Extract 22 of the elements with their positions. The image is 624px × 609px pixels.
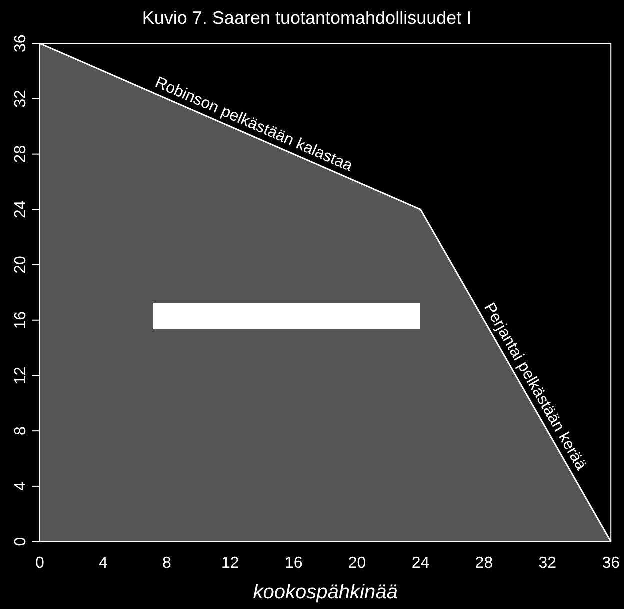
y-tick-label: 32 [12, 90, 30, 108]
x-tick-label: 4 [99, 554, 108, 572]
y-tick-label: 28 [12, 145, 30, 164]
x-axis-title: kookospähkinää [253, 582, 398, 604]
x-tick-label: 24 [412, 554, 430, 572]
y-tick-label: 12 [12, 366, 30, 385]
y-tick-label: 8 [12, 426, 30, 436]
y-tick-label: 16 [12, 311, 30, 330]
y-tick-label: 4 [12, 482, 30, 491]
x-tick-label: 32 [538, 554, 557, 572]
x-tick-label: 8 [162, 554, 172, 572]
x-tick-label: 0 [36, 554, 45, 572]
y-tick-label: 20 [12, 256, 30, 274]
chart-title: Kuvio 7. Saaren tuotantomahdollisuudet I [142, 8, 472, 28]
y-tick-label: 0 [12, 537, 30, 546]
y-tick-label: 24 [12, 200, 30, 219]
x-tick-label: 20 [348, 554, 366, 572]
x-tick-label: 16 [284, 554, 303, 572]
x-tick-label: 12 [221, 554, 240, 572]
x-tick-label: 28 [475, 554, 494, 572]
x-tick-label: 36 [602, 554, 620, 572]
y-tick-label: 36 [12, 34, 30, 52]
